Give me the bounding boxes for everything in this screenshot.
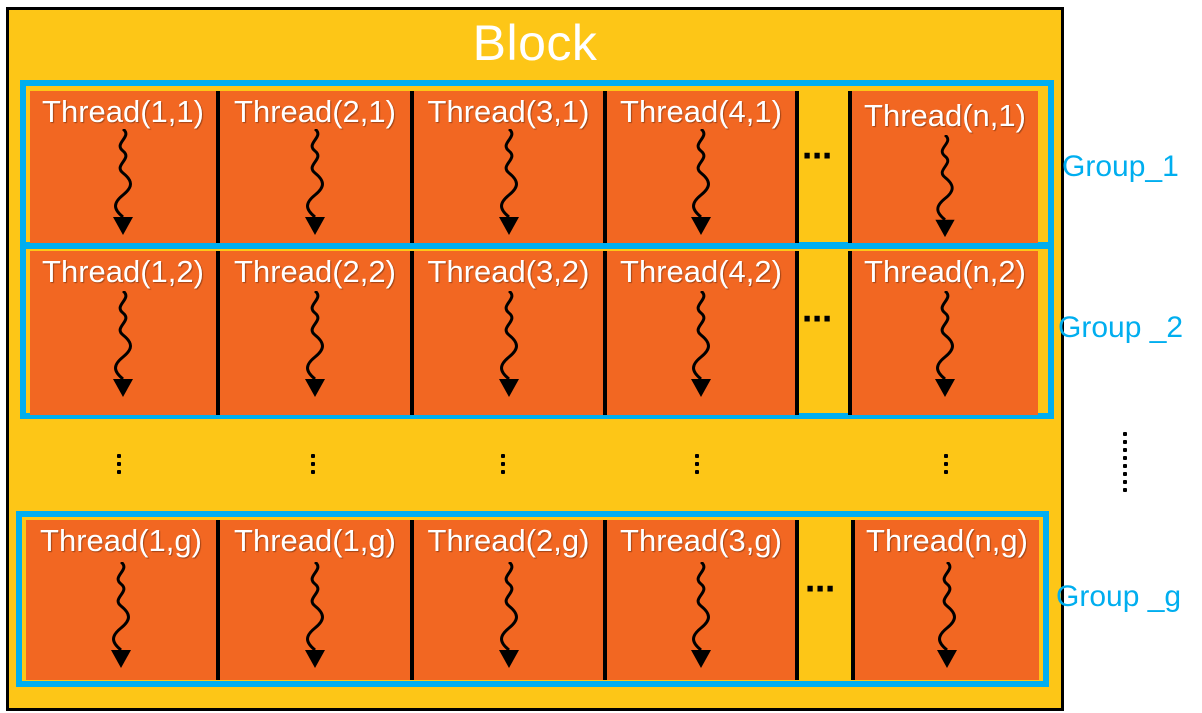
thread-cell: Thread(2,2) [220,251,410,415]
thread-cell: Thread(1,g) [26,520,216,680]
thread-label: Thread(1,g) [234,523,396,558]
thread-cell: Thread(4,2) [607,251,795,415]
thread-label: Thread(1,1) [42,94,204,129]
group-1-frame: Thread(1,1) Thread(2,1) Thread(3,1) Thre… [20,80,1054,248]
wavy-down-arrow-icon [305,129,325,235]
thread-label: Thread(1,g) [40,523,202,558]
wavy-down-arrow-icon [691,129,711,235]
wavy-down-arrow-icon [935,291,955,397]
thread-label: Thread(4,2) [620,254,782,289]
thread-divider [851,520,855,680]
group-2-frame: Thread(1,2) Thread(2,2) Thread(3,2) Thre… [20,243,1054,419]
thread-divider [848,251,852,415]
wavy-down-arrow-icon [498,562,519,668]
thread-divider [216,251,220,415]
wavy-down-arrow-icon [498,129,519,235]
thread-cell: Thread(3,g) [607,520,795,680]
thread-label: Thread(2,1) [234,94,396,129]
thread-cell: Thread(n,g) [855,520,1039,680]
thread-divider [795,520,799,680]
wavy-down-arrow-icon [935,135,955,238]
group-label-1: Group_1 [1062,150,1179,183]
thread-label: Thread(n,1) [864,98,1026,133]
thread-cell: Thread(4,1) [607,91,795,244]
thread-cell: Thread(3,2) [414,251,603,415]
thread-divider [410,520,414,680]
ellipsis-vertical [311,454,317,478]
thread-divider [410,91,414,244]
thread-label: Thread(n,g) [866,523,1028,558]
wavy-down-arrow-icon [305,562,325,668]
thread-divider [603,520,607,680]
thread-divider [795,251,799,415]
ellipsis-vertical [501,454,507,478]
thread-divider [216,91,220,244]
thread-label: Thread(n,2) [864,254,1026,289]
thread-label: Thread(3,1) [427,94,590,129]
ellipsis-vertical [117,454,123,478]
thread-divider [848,91,852,244]
group-label-g: Group _g [1056,580,1182,613]
thread-divider [410,251,414,415]
thread-cell: Thread(1,g) [220,520,410,680]
thread-divider [795,91,799,244]
block-title: Block [472,15,598,71]
thread-cell: Thread(1,1) [30,91,216,244]
thread-cell: Thread(1,2) [30,251,216,415]
thread-cell: Thread(2,1) [220,91,410,244]
wavy-down-arrow-icon [113,291,133,397]
thread-divider [216,520,220,680]
ellipsis-vertical [944,454,950,478]
wavy-down-arrow-icon [498,291,519,397]
thread-label: Thread(4,1) [620,94,782,129]
wavy-down-arrow-icon [113,129,133,235]
group-label-2: Group _2 [1058,311,1184,344]
thread-cell: Thread(n,1) [852,91,1038,244]
thread-cell: Thread(3,1) [414,91,603,244]
wavy-down-arrow-icon [691,291,711,397]
thread-cell: Thread(n,2) [852,251,1038,415]
ellipsis-vertical [1123,432,1129,496]
thread-divider [603,91,607,244]
thread-label: Thread(2,2) [234,254,396,289]
ellipsis-horizontal: ⋯ [802,140,832,173]
wavy-down-arrow-icon [691,562,711,668]
ellipsis-horizontal: ⋯ [802,303,832,336]
ellipsis-vertical [695,454,701,478]
ellipsis-horizontal: ⋯ [805,573,835,606]
wavy-down-arrow-icon [111,562,131,668]
thread-cell: Thread(2,g) [414,520,603,680]
thread-divider [603,251,607,415]
wavy-down-arrow-icon [937,562,957,668]
wavy-down-arrow-icon [305,291,325,397]
thread-label: Thread(3,g) [620,523,782,558]
thread-label: Thread(2,g) [427,523,590,558]
block-container: Block Thread(1,1) Thread(2,1) Thread(3,1… [6,7,1064,711]
thread-label: Thread(3,2) [427,254,590,289]
thread-label: Thread(1,2) [42,254,204,289]
group-g-frame: Thread(1,g) Thread(1,g) Thread(2,g) Thre… [16,511,1049,687]
